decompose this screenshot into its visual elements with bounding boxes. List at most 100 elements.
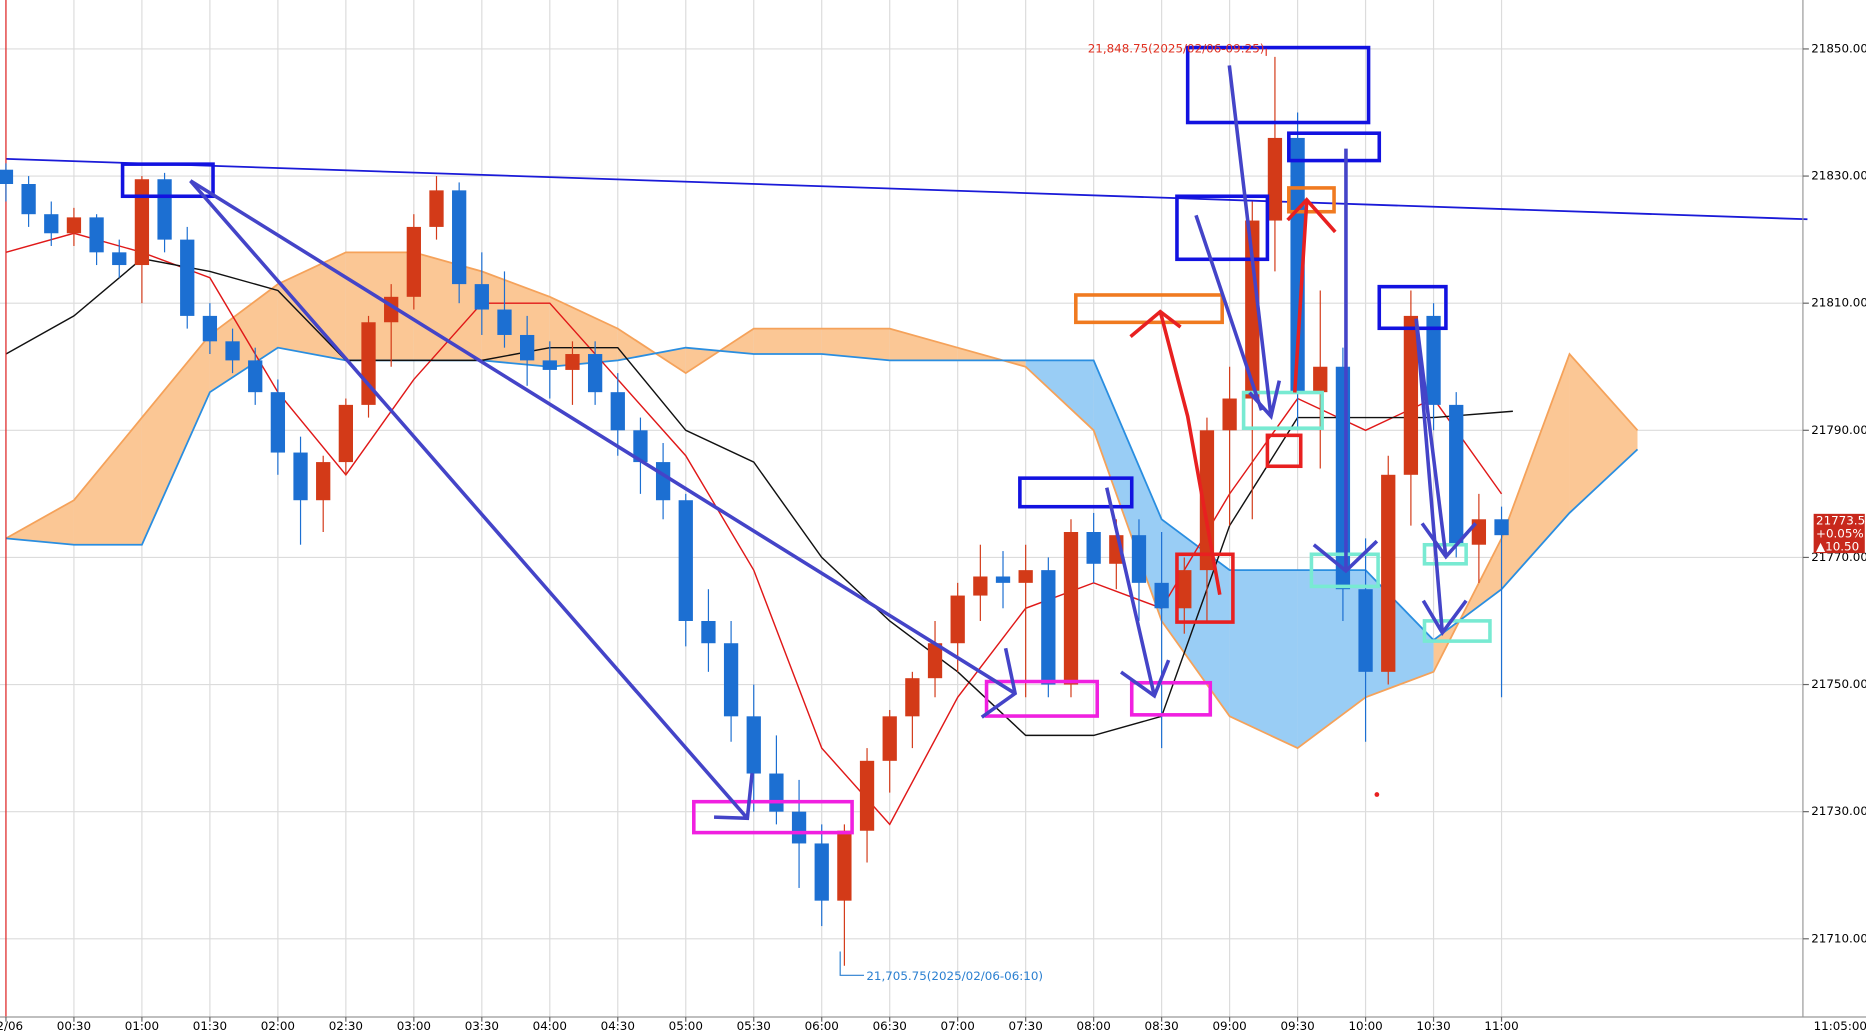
candle-body — [225, 341, 240, 361]
cloud-fill — [1569, 354, 1638, 513]
candle-body — [248, 360, 263, 393]
indicator-line — [5, 158, 1808, 221]
candle-body — [791, 811, 807, 844]
candle-body — [1290, 137, 1305, 393]
x-tick-label: 06:30 — [873, 1019, 907, 1033]
dot — [1374, 792, 1380, 797]
x-tick-label: 10:00 — [1348, 1019, 1382, 1033]
cloud-fill — [73, 417, 142, 545]
candle-body — [180, 239, 195, 316]
x-tick-label: 03:30 — [465, 1019, 499, 1033]
candle-body — [655, 462, 671, 501]
box — [1265, 433, 1303, 469]
candle-body — [452, 190, 467, 285]
high-label: 21,848.75(2025/02/06-09:25) — [1088, 41, 1265, 55]
candle-body — [542, 360, 557, 370]
cloud-fill — [821, 328, 890, 361]
candle-body — [0, 169, 14, 185]
candle-body — [21, 184, 36, 215]
candle-body — [1381, 474, 1396, 672]
y-tick-label: 21810.00 — [1811, 296, 1866, 310]
cloud-fill — [1229, 570, 1298, 749]
cloud-fill — [889, 328, 958, 361]
candle-body — [633, 430, 648, 463]
candle-body — [1426, 315, 1441, 405]
box — [1241, 390, 1324, 430]
candle-body — [361, 322, 376, 405]
candle-body — [1494, 519, 1509, 536]
arrow — [1414, 318, 1477, 560]
candle-body — [587, 354, 603, 393]
arrow — [1105, 487, 1171, 699]
x-tick-label: 09:00 — [1212, 1019, 1246, 1033]
cloud-fill — [209, 284, 278, 393]
box — [1074, 293, 1224, 325]
box — [1185, 45, 1371, 125]
candle-body — [1041, 570, 1056, 685]
x-tick-label: 02:30 — [329, 1019, 363, 1033]
x-tick-label: 06:00 — [805, 1019, 839, 1033]
candle-body — [837, 830, 852, 901]
low-label: 21,705.75(2025/02/06-06:10) — [866, 969, 1043, 983]
candle-body — [723, 643, 739, 717]
candle-body — [610, 392, 625, 431]
box — [120, 162, 215, 199]
candle-body — [316, 462, 331, 501]
candle-body — [406, 226, 421, 297]
candle-body — [565, 354, 580, 370]
x-tick-label: 01:00 — [125, 1019, 159, 1033]
arrow — [1194, 214, 1264, 411]
cloud-fill — [1297, 570, 1366, 749]
x-tick-label: 01:30 — [193, 1019, 227, 1033]
x-tick-label: 07:00 — [941, 1019, 975, 1033]
cloud-fill — [1025, 360, 1094, 431]
cursor-time-label: 11:05:00 — [1814, 1019, 1866, 1033]
y-tick-label: 21770.00 — [1811, 550, 1866, 564]
price-tag-price: 21773.50 — [1816, 513, 1866, 527]
y-tick-label: 21730.00 — [1811, 804, 1866, 818]
candle-body — [66, 217, 82, 234]
price-tag-change: ▲10.50 — [1816, 540, 1859, 554]
candle-body — [905, 678, 920, 717]
candle-body — [1267, 137, 1283, 221]
candle-body — [44, 214, 59, 234]
candle-body — [859, 760, 875, 831]
candle-body — [1131, 535, 1147, 583]
candle-body — [89, 217, 104, 253]
candle-body — [474, 284, 489, 310]
candle-body — [1222, 398, 1237, 431]
candle-body — [701, 620, 716, 644]
candle-body — [338, 404, 353, 463]
x-tick-label: 10:30 — [1416, 1019, 1450, 1033]
box — [1287, 131, 1382, 163]
cloud-fill — [277, 252, 346, 361]
candle-body — [746, 716, 761, 774]
candle-body — [293, 452, 308, 501]
x-tick-label: 05:00 — [669, 1019, 703, 1033]
x-tick-label: 05:30 — [737, 1019, 771, 1033]
x-tick-label: 00:30 — [57, 1019, 91, 1033]
cloud-fill — [753, 328, 822, 355]
box — [1377, 284, 1448, 331]
candle-body — [769, 773, 784, 812]
candle-body — [112, 252, 127, 266]
annotations — [120, 45, 1492, 835]
candle-body — [927, 643, 943, 679]
candle-body — [1086, 532, 1101, 564]
arrow — [189, 179, 754, 821]
x-tick-label: 04:00 — [533, 1019, 567, 1033]
y-tick-label: 21830.00 — [1811, 169, 1866, 183]
y-tick-label: 21750.00 — [1811, 677, 1866, 691]
x-tick-label: 08:00 — [1077, 1019, 1111, 1033]
ichimoku-cloud — [5, 251, 1639, 750]
cloud-fill — [549, 296, 618, 367]
cloud-fill — [1501, 354, 1570, 590]
candle-body — [1449, 404, 1464, 545]
price-tag — [1813, 513, 1865, 554]
candle-body — [1154, 582, 1169, 609]
candle-body — [134, 179, 150, 266]
candle-body — [429, 190, 444, 227]
arrow — [1312, 148, 1379, 574]
arrow — [1414, 318, 1468, 637]
cloud-fill — [481, 271, 550, 367]
